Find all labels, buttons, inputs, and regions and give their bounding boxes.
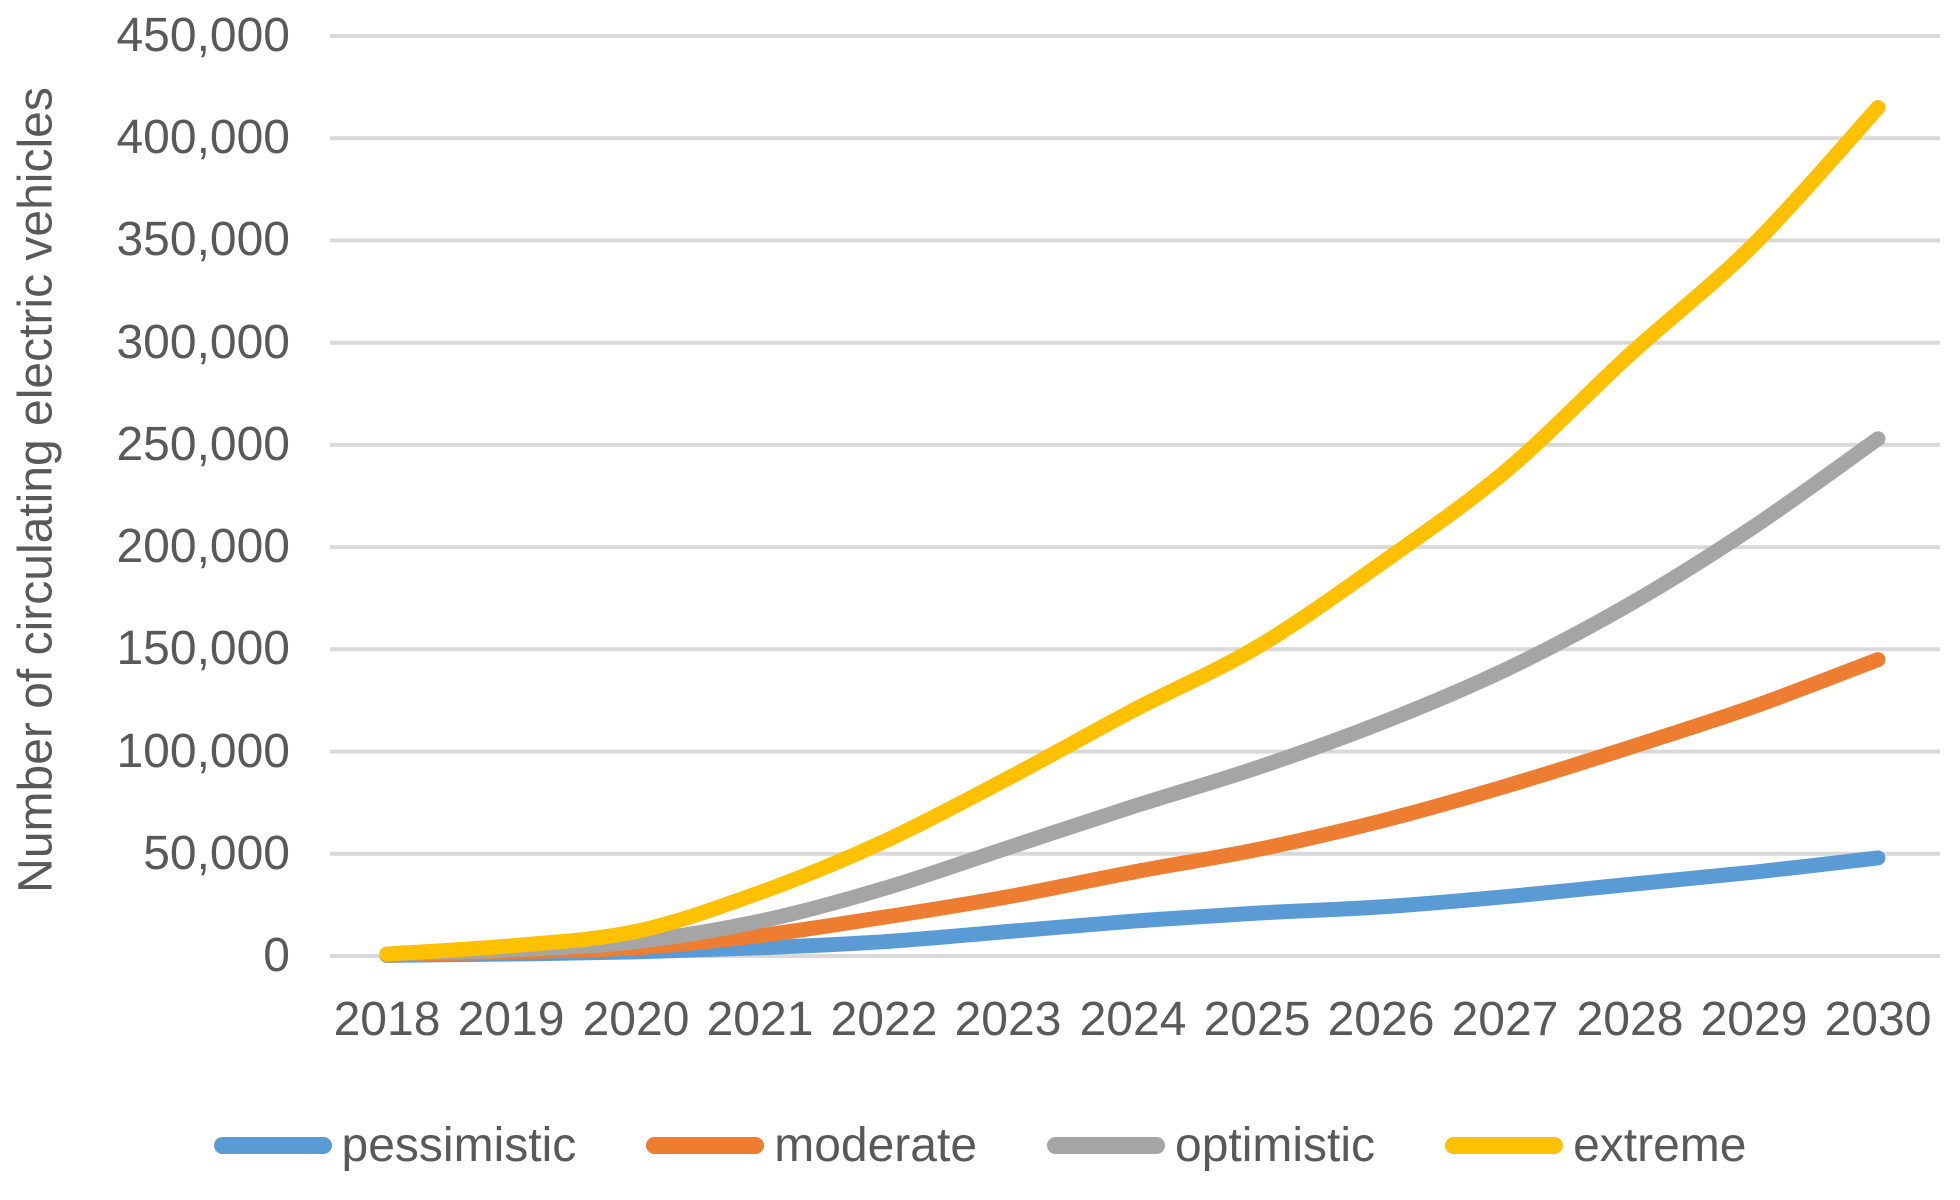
legend-swatch-pessimistic: [213, 1137, 332, 1154]
legend: pessimistic moderate optimistic extreme: [0, 1118, 1960, 1173]
x-tick-label: 2019: [457, 993, 565, 1046]
y-tick-label: 400,000: [116, 111, 290, 164]
series-line-optimistic: [379, 431, 1886, 962]
legend-label-optimistic: optimistic: [1175, 1119, 1376, 1172]
legend-item-optimistic: optimistic: [1047, 1118, 1375, 1173]
gridlines: [330, 34, 1940, 958]
x-tick-label: 2023: [954, 993, 1062, 1046]
x-tick-label: 2018: [333, 993, 441, 1046]
y-tick-label: 50,000: [143, 827, 290, 880]
y-tick-label: 350,000: [116, 213, 290, 266]
series-line-extreme: [379, 100, 1886, 962]
x-tick-label: 2022: [830, 993, 938, 1046]
y-tick-label: 100,000: [116, 725, 290, 778]
y-tick-label: 450,000: [116, 9, 290, 62]
legend-item-pessimistic: pessimistic: [213, 1118, 577, 1173]
x-tick-label: 2024: [1079, 993, 1187, 1046]
x-tick-label: 2025: [1203, 993, 1311, 1046]
series-lines: [379, 100, 1886, 963]
legend-swatch-optimistic: [1047, 1137, 1166, 1154]
y-tick-label: 250,000: [116, 418, 290, 471]
legend-label-pessimistic: pessimistic: [341, 1119, 577, 1172]
legend-label-extreme: extreme: [1573, 1119, 1747, 1172]
x-tick-label: 2020: [582, 993, 690, 1046]
y-tick-label: 150,000: [116, 622, 290, 675]
legend-item-extreme: extreme: [1445, 1118, 1746, 1173]
legend-swatch-moderate: [646, 1137, 765, 1154]
x-tick-label: 2030: [1824, 993, 1932, 1046]
legend-swatch-extreme: [1445, 1137, 1564, 1154]
y-tick-label: 0: [263, 929, 290, 982]
legend-label-moderate: moderate: [774, 1119, 978, 1172]
x-tick-label: 2027: [1451, 993, 1559, 1046]
y-tick-label: 300,000: [116, 316, 290, 369]
legend-item-moderate: moderate: [646, 1118, 977, 1173]
y-tick-label: 200,000: [116, 520, 290, 573]
x-tick-label: 2021: [706, 993, 814, 1046]
x-tick-label: 2028: [1576, 993, 1684, 1046]
x-tick-label: 2029: [1700, 993, 1808, 1046]
x-tick-label: 2026: [1327, 993, 1435, 1046]
